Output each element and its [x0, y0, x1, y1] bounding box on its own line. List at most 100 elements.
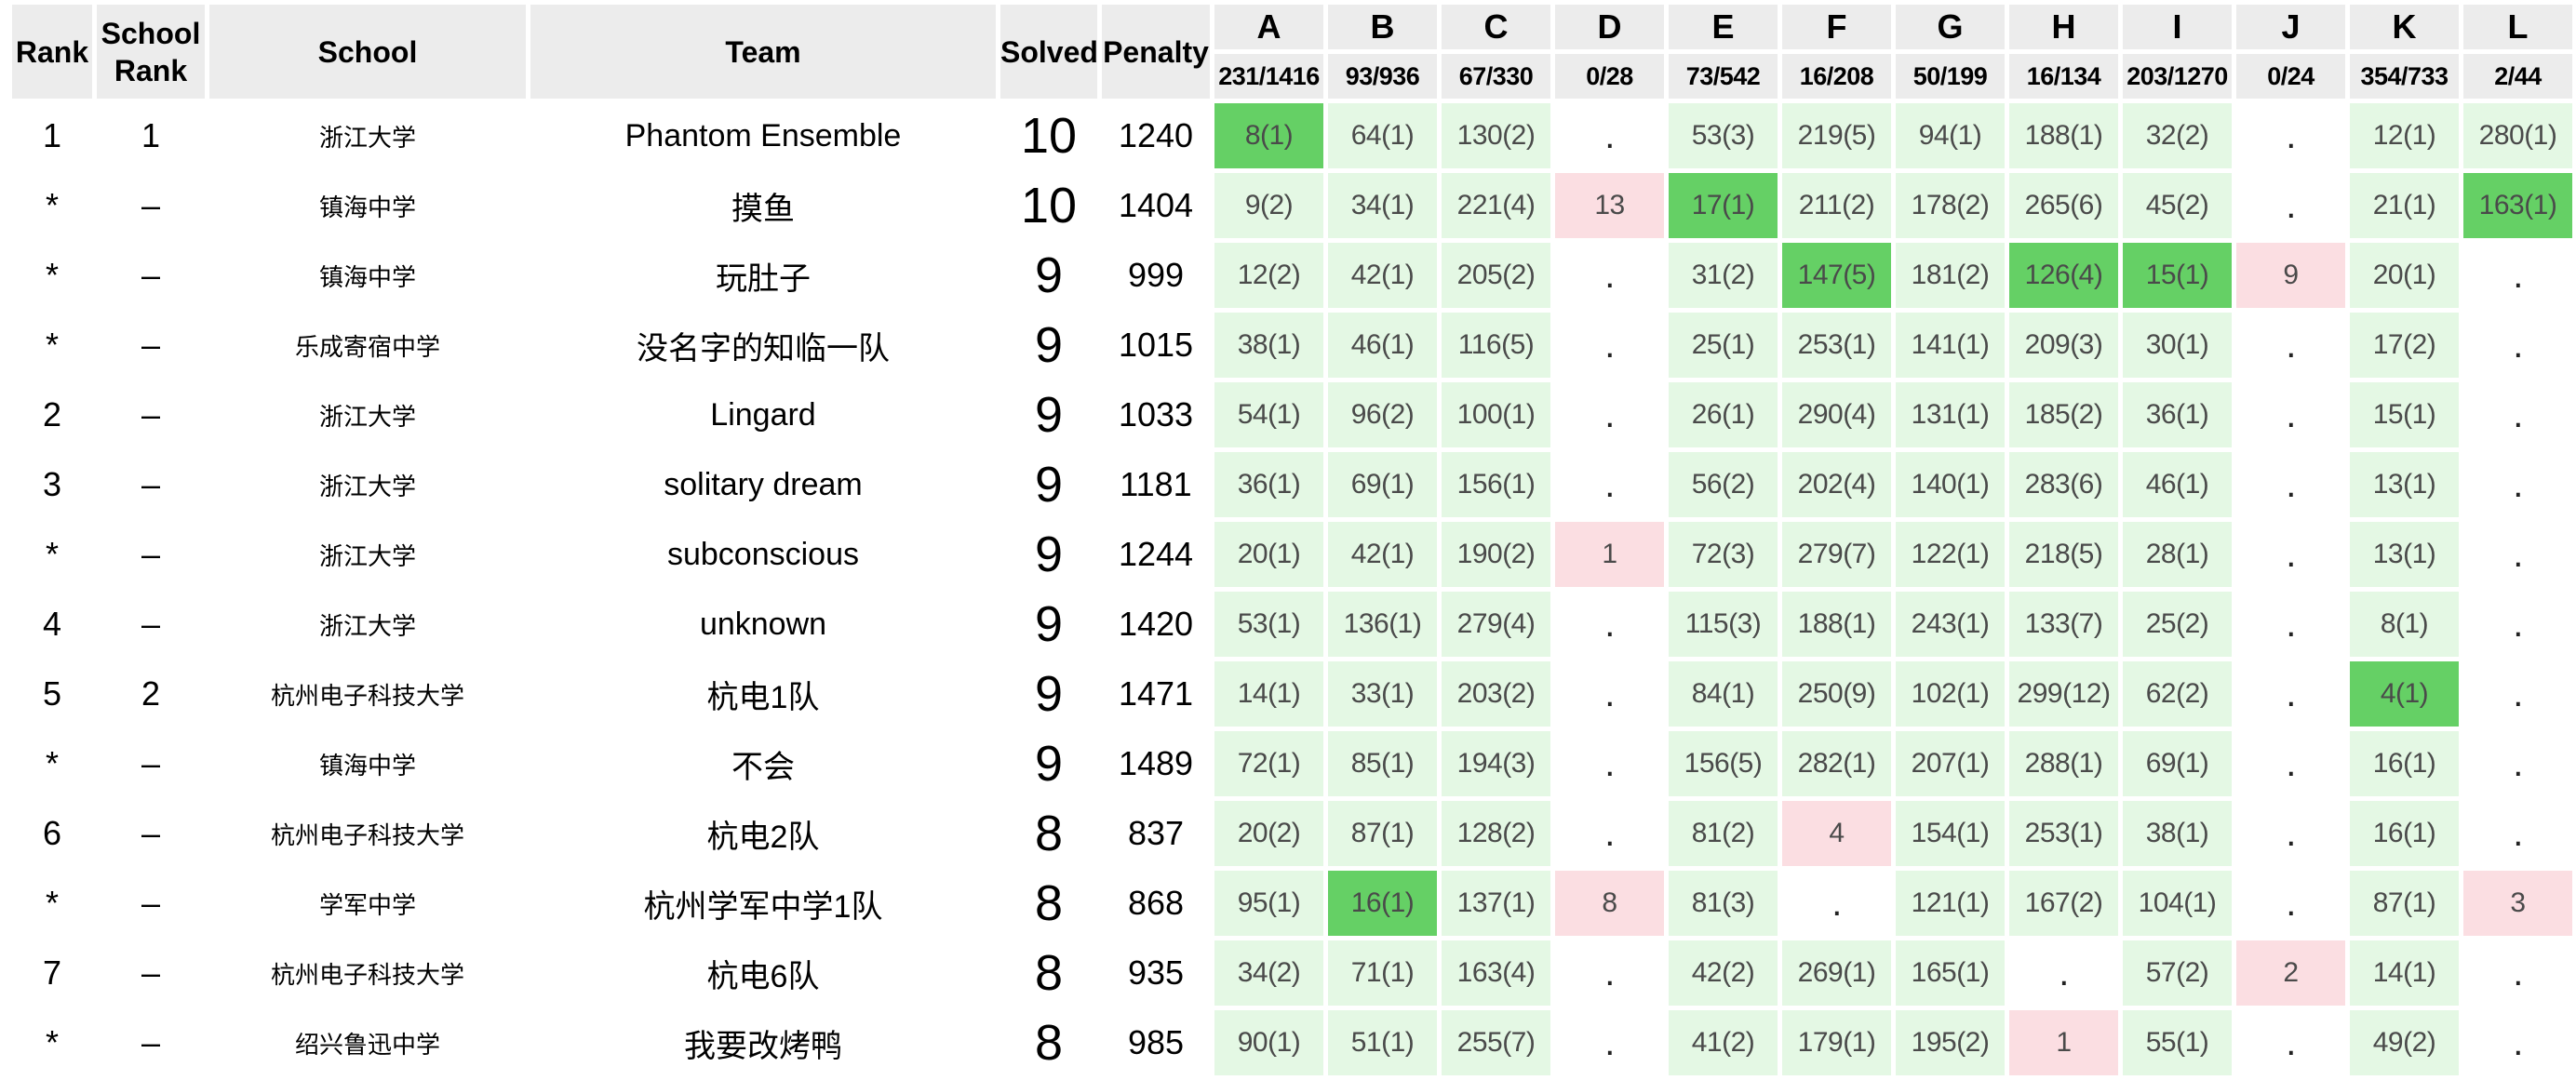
result-cell-J: . — [2236, 173, 2345, 238]
school-cell: 学军中学 — [209, 871, 526, 936]
team-row: * – 镇海中学 摸鱼 10 1404 9(2) 34(1) 221(4) 13 17(1) 211(… — [12, 173, 2572, 238]
result-cell-K: 4(1) — [2350, 661, 2459, 727]
result-cell-K: 17(2) — [2350, 313, 2459, 378]
result-cell-L: . — [2463, 1010, 2572, 1075]
result-cell-E: 25(1) — [1669, 313, 1778, 378]
header-school-rank: School Rank — [97, 5, 205, 99]
team-name[interactable]: 我要改烤鸭 — [530, 1010, 996, 1075]
result-cell-G: 102(1) — [1896, 661, 2005, 727]
result-cell-D: 1 — [1555, 522, 1664, 587]
result-cell-J: . — [2236, 103, 2345, 168]
result-cell-G: 154(1) — [1896, 801, 2005, 866]
result-cell-E: 72(3) — [1669, 522, 1778, 587]
result-cell-G: 121(1) — [1896, 871, 2005, 936]
team-name[interactable]: 玩肚子 — [530, 243, 996, 308]
team-row: 1 1 浙江大学 Phantom Ensemble 10 1240 8(1) 64(1) 130… — [12, 103, 2572, 168]
result-cell-F: 282(1) — [1782, 731, 1891, 796]
team-name[interactable]: 杭电1队 — [530, 661, 996, 727]
solved-count: 8 — [1000, 1010, 1097, 1075]
result-cell-E: 26(1) — [1669, 382, 1778, 447]
school-cell: 浙江大学 — [209, 452, 526, 517]
team-name[interactable]: 杭电2队 — [530, 801, 996, 866]
team-name[interactable]: 摸鱼 — [530, 173, 996, 238]
result-cell-H: 1 — [2009, 1010, 2118, 1075]
team-row: * – 学军中学 杭州学军中学1队 8 868 95(1) 16(1) 137(1) 8 81(3)… — [12, 871, 2572, 936]
result-cell-C: 156(1) — [1442, 452, 1550, 517]
result-cell-J: . — [2236, 382, 2345, 447]
result-cell-I: 38(1) — [2123, 801, 2232, 866]
result-cell-A: 34(2) — [1214, 940, 1323, 1006]
result-cell-L: . — [2463, 592, 2572, 657]
penalty-value: 985 — [1102, 1010, 1210, 1075]
rank-cell: 1 — [12, 103, 92, 168]
team-name[interactable]: Phantom Ensemble — [530, 103, 996, 168]
team-row: * – 浙江大学 subconscious 9 1244 20(1) 42(1) 190(2) 1… — [12, 522, 2572, 587]
result-cell-B: 136(1) — [1328, 592, 1437, 657]
result-cell-E: 156(5) — [1669, 731, 1778, 796]
team-name[interactable]: Lingard — [530, 382, 996, 447]
result-cell-J: . — [2236, 313, 2345, 378]
result-cell-A: 9(2) — [1214, 173, 1323, 238]
penalty-value: 1015 — [1102, 313, 1210, 378]
team-name[interactable]: solitary dream — [530, 452, 996, 517]
result-cell-J: . — [2236, 871, 2345, 936]
result-cell-K: 49(2) — [2350, 1010, 2459, 1075]
school-rank-cell: – — [97, 940, 205, 1006]
school-rank-cell: – — [97, 313, 205, 378]
result-cell-E: 81(2) — [1669, 801, 1778, 866]
problem-letter-K: K — [2350, 5, 2459, 49]
result-cell-D: . — [1555, 243, 1664, 308]
team-name[interactable]: unknown — [530, 592, 996, 657]
result-cell-G: 243(1) — [1896, 592, 2005, 657]
result-cell-K: 14(1) — [2350, 940, 2459, 1006]
result-cell-I: 32(2) — [2123, 103, 2232, 168]
result-cell-L: 280(1) — [2463, 103, 2572, 168]
penalty-value: 1420 — [1102, 592, 1210, 657]
result-cell-D: . — [1555, 731, 1664, 796]
result-cell-G: 165(1) — [1896, 940, 2005, 1006]
result-cell-A: 8(1) — [1214, 103, 1323, 168]
result-cell-D: . — [1555, 940, 1664, 1006]
result-cell-D: . — [1555, 801, 1664, 866]
result-cell-G: 207(1) — [1896, 731, 2005, 796]
result-cell-H: 126(4) — [2009, 243, 2118, 308]
result-cell-F: 290(4) — [1782, 382, 1891, 447]
penalty-value: 999 — [1102, 243, 1210, 308]
team-name[interactable]: 不会 — [530, 731, 996, 796]
result-cell-I: 69(1) — [2123, 731, 2232, 796]
result-cell-D: . — [1555, 661, 1664, 727]
solved-count: 9 — [1000, 661, 1097, 727]
team-name[interactable]: subconscious — [530, 522, 996, 587]
result-cell-D: . — [1555, 103, 1664, 168]
problem-letter-D: D — [1555, 5, 1664, 49]
result-cell-B: 34(1) — [1328, 173, 1437, 238]
result-cell-J: 9 — [2236, 243, 2345, 308]
result-cell-C: 116(5) — [1442, 313, 1550, 378]
school-cell: 浙江大学 — [209, 592, 526, 657]
school-cell: 杭州电子科技大学 — [209, 661, 526, 727]
team-name[interactable]: 没名字的知临一队 — [530, 313, 996, 378]
result-cell-A: 53(1) — [1214, 592, 1323, 657]
result-cell-B: 87(1) — [1328, 801, 1437, 866]
team-name[interactable]: 杭电6队 — [530, 940, 996, 1006]
result-cell-H: 185(2) — [2009, 382, 2118, 447]
result-cell-G: 195(2) — [1896, 1010, 2005, 1075]
school-cell: 绍兴鲁迅中学 — [209, 1010, 526, 1075]
result-cell-G: 94(1) — [1896, 103, 2005, 168]
result-cell-K: 21(1) — [2350, 173, 2459, 238]
result-cell-B: 85(1) — [1328, 731, 1437, 796]
team-name[interactable]: 杭州学军中学1队 — [530, 871, 996, 936]
result-cell-K: 15(1) — [2350, 382, 2459, 447]
result-cell-A: 38(1) — [1214, 313, 1323, 378]
solved-count: 8 — [1000, 871, 1097, 936]
rank-cell: 2 — [12, 382, 92, 447]
problem-letter-C: C — [1442, 5, 1550, 49]
result-cell-C: 194(3) — [1442, 731, 1550, 796]
school-cell: 浙江大学 — [209, 103, 526, 168]
problem-letter-B: B — [1328, 5, 1437, 49]
team-row: * – 镇海中学 不会 9 1489 72(1) 85(1) 194(3). 156(5) 282(… — [12, 731, 2572, 796]
result-cell-C: 279(4) — [1442, 592, 1550, 657]
school-cell: 浙江大学 — [209, 522, 526, 587]
problem-letter-H: H — [2009, 5, 2118, 49]
team-row: * – 镇海中学 玩肚子 9 999 12(2) 42(1) 205(2). 31(2) 147(5… — [12, 243, 2572, 308]
